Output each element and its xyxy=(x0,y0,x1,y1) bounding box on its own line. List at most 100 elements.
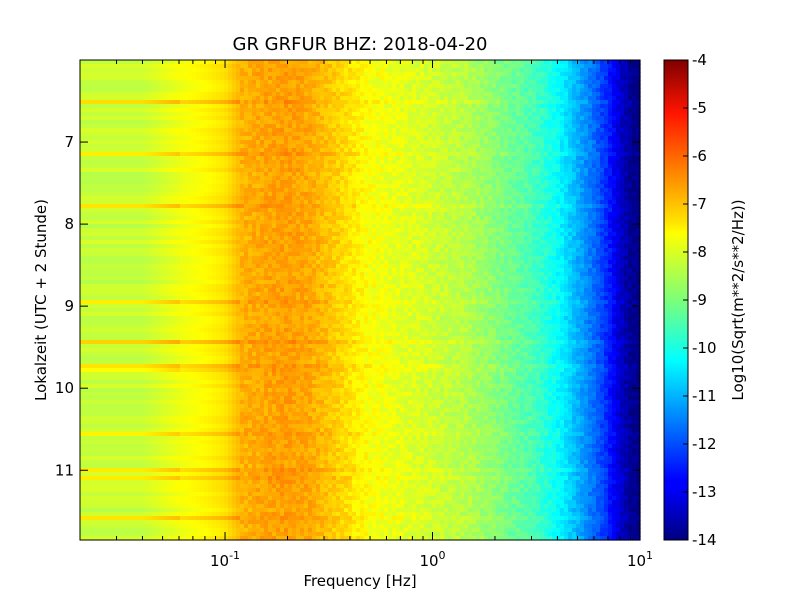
heatmap-cell-826 xyxy=(584,80,589,85)
heatmap-cell-2060 xyxy=(480,116,485,121)
heatmap-cell-4052 xyxy=(608,172,613,177)
heatmap-cell-941 xyxy=(484,84,489,89)
heatmap-cell-1119 xyxy=(636,88,641,93)
heatmap-cell-558 xyxy=(632,72,637,77)
heatmap-cell-3841 xyxy=(324,168,329,173)
heatmap-cell-809 xyxy=(516,80,521,85)
heatmap-cell-2179 xyxy=(396,120,401,125)
heatmap-cell-3083 xyxy=(92,148,97,153)
heatmap-cell-1250 xyxy=(600,92,605,97)
heatmap-cell-4139 xyxy=(396,176,401,181)
heatmap-cell-602 xyxy=(248,76,253,81)
heatmap-cell-3759 xyxy=(556,164,561,169)
heatmap-cell-2596 xyxy=(384,132,389,137)
heatmap-cell-607 xyxy=(268,76,273,81)
heatmap-cell-3994 xyxy=(376,172,381,177)
heatmap-cell-619 xyxy=(316,76,321,81)
heatmap-cell-738 xyxy=(232,80,237,85)
heatmap-cell-1475 xyxy=(380,100,385,105)
heatmap-cell-585 xyxy=(180,76,185,81)
heatmap-cell-2404 xyxy=(176,128,181,133)
heatmap-cell-2786 xyxy=(584,136,589,141)
heatmap-cell-3610 xyxy=(520,160,525,165)
heatmap-cell-2430 xyxy=(280,128,285,133)
heatmap-cell-4915 xyxy=(140,200,145,205)
heatmap-cell-3684 xyxy=(256,164,261,169)
heatmap-cell-1261 xyxy=(84,96,89,101)
heatmap-cell-718 xyxy=(152,80,157,85)
heatmap-cell-2890 xyxy=(440,140,445,145)
heatmap-cell-1242 xyxy=(568,92,573,97)
heatmap-cell-3204 xyxy=(576,148,581,153)
heatmap-cell-522 xyxy=(488,72,493,77)
heatmap-cell-3185 xyxy=(500,148,505,153)
heatmap-cell-3353 xyxy=(612,152,617,157)
heatmap-cell-3392 xyxy=(208,156,213,161)
heatmap-cell-2277 xyxy=(228,124,233,129)
heatmap-cell-1298 xyxy=(232,96,237,101)
heatmap-cell-3274 xyxy=(296,152,301,157)
heatmap-cell-187 xyxy=(268,64,273,69)
heatmap-cell-3488 xyxy=(592,156,597,161)
heatmap-cell-1964 xyxy=(96,116,101,121)
heatmap-cell-175 xyxy=(220,64,225,69)
heatmap-cell-268 xyxy=(592,64,597,69)
heatmap-cell-4979 xyxy=(396,200,401,205)
heatmap-cell-976 xyxy=(624,84,629,89)
heatmap-cell-3136 xyxy=(304,148,309,153)
heatmap-cell-2104 xyxy=(96,120,101,125)
heatmap-cell-1110 xyxy=(600,88,605,93)
heatmap-cell-3859 xyxy=(396,168,401,173)
heatmap-cell-1071 xyxy=(444,88,449,93)
heatmap-cell-1243 xyxy=(572,92,577,97)
heatmap-cell-4267 xyxy=(348,180,353,185)
heatmap-cell-4697 xyxy=(388,192,393,197)
heatmap-cell-4753 xyxy=(612,192,617,197)
heatmap-cell-2807 xyxy=(108,140,113,145)
heatmap-cell-365 xyxy=(420,68,425,73)
heatmap-cell-4605 xyxy=(580,188,585,193)
heatmap-cell-664 xyxy=(496,76,501,81)
heatmap-cell-3213 xyxy=(612,148,617,153)
heatmap-cell-3627 xyxy=(588,160,593,165)
heatmap-cell-662 xyxy=(488,76,493,81)
heatmap-cell-3619 xyxy=(556,160,561,165)
heatmap-cell-468 xyxy=(272,72,277,77)
heatmap-cell-3975 xyxy=(300,172,305,177)
heatmap-cell-3829 xyxy=(276,168,281,173)
heatmap-cell-3216 xyxy=(624,148,629,153)
heatmap-cell-1622 xyxy=(408,104,413,109)
heatmap-cell-648 xyxy=(432,76,437,81)
heatmap-cell-2278 xyxy=(232,124,237,129)
heatmap-cell-2319 xyxy=(396,124,401,129)
heatmap-cell-762 xyxy=(328,80,333,85)
heatmap-cell-4125 xyxy=(340,176,345,181)
heatmap-cell-778 xyxy=(392,80,397,85)
heatmap-cell-3916 xyxy=(624,168,629,173)
heatmap-cell-4797 xyxy=(228,196,233,201)
heatmap-cell-620 xyxy=(320,76,325,81)
heatmap-cell-3904 xyxy=(576,168,581,173)
heatmap-cell-3275 xyxy=(300,152,305,157)
heatmap-cell-3110 xyxy=(200,148,205,153)
heatmap-cell-2818 xyxy=(152,140,157,145)
heatmap-cell-1815 xyxy=(620,108,625,113)
heatmap-cell-2992 xyxy=(288,144,293,149)
heatmap-cell-4181 xyxy=(564,176,569,181)
heatmap-cell-90 xyxy=(440,60,445,65)
heatmap-cell-1246 xyxy=(584,92,589,97)
heatmap-cell-3320 xyxy=(480,152,485,157)
heatmap-cell-1958 xyxy=(632,112,637,117)
heatmap-cell-2024 xyxy=(336,116,341,121)
heatmap-cell-1771 xyxy=(444,108,449,113)
heatmap-cell-1234 xyxy=(536,92,541,97)
heatmap-cell-1682 xyxy=(88,108,93,113)
heatmap-cell-2623 xyxy=(492,132,497,137)
heatmap-cell-1177 xyxy=(308,92,313,97)
heatmap-cell-959 xyxy=(556,84,561,89)
heatmap-cell-3043 xyxy=(492,144,497,149)
heatmap-cell-4935 xyxy=(220,200,225,205)
heatmap-cell-3554 xyxy=(296,160,301,165)
heatmap-cell-3936 xyxy=(144,172,149,177)
heatmap-cell-2705 xyxy=(260,136,265,141)
